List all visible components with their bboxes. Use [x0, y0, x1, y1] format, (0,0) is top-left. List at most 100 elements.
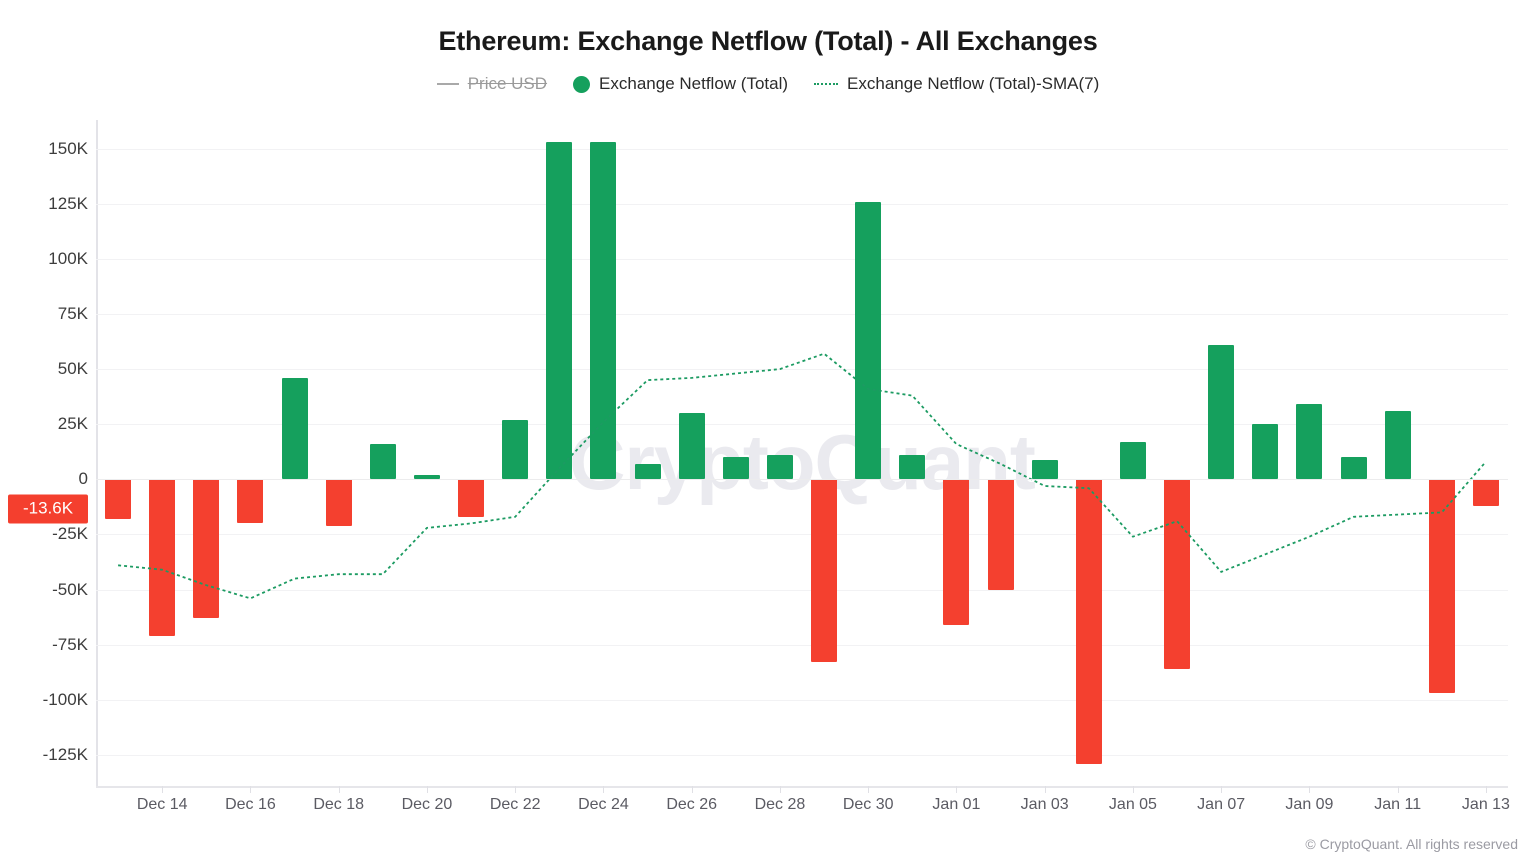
bar[interactable]: [1472, 479, 1499, 506]
x-axis-tick-mark: [956, 786, 958, 793]
x-axis-tick-mark: [1485, 786, 1487, 793]
y-axis-tick-label: -50K: [52, 579, 88, 599]
x-axis-tick-mark: [515, 786, 517, 793]
x-axis-tick-mark: [779, 786, 781, 793]
x-axis-tick-mark: [1132, 786, 1134, 793]
x-axis-tick-label: Jan 03: [1020, 796, 1069, 813]
y-axis-tick-label: 150K: [48, 138, 88, 158]
x-axis-tick-label: Jan 11: [1374, 796, 1422, 813]
legend-dashed-line-icon: [814, 83, 839, 85]
bar[interactable]: [943, 479, 970, 625]
legend-item-price-usd[interactable]: Price USD: [436, 74, 548, 94]
x-axis-tick-mark: [603, 786, 605, 793]
sma-polyline: [118, 352, 1487, 600]
x-axis-tick-label: Dec 30: [842, 796, 894, 813]
x-axis-tick-label: Dec 28: [754, 796, 806, 813]
x-axis-tick-label: Jan 09: [1285, 796, 1334, 813]
sma-line-series: [118, 352, 1487, 600]
x-axis-tick-label: Dec 26: [666, 796, 718, 813]
bar[interactable]: [1119, 441, 1146, 480]
y-axis-tick-label: -75K: [52, 634, 88, 654]
copyright-footer: © CryptoQuant. All rights reserved: [1305, 836, 1518, 852]
bar[interactable]: [899, 455, 926, 480]
bar[interactable]: [237, 479, 264, 524]
legend-label-exchange-netflow-sma: Exchange Netflow (Total)-SMA(7): [847, 74, 1100, 93]
bar[interactable]: [722, 457, 749, 480]
x-axis-tick-label: Jan 13: [1461, 796, 1510, 813]
y-axis-tick-label: 0: [78, 469, 88, 489]
gridline: [96, 424, 1508, 426]
gridline: [96, 754, 1508, 756]
legend-line-icon: [436, 83, 459, 85]
bar[interactable]: [1031, 459, 1058, 480]
y-axis-tick-label: -100K: [42, 689, 88, 709]
bar[interactable]: [855, 201, 882, 480]
plot-area: CryptoQuant: [96, 120, 1508, 788]
gridline: [96, 148, 1508, 150]
bar[interactable]: [811, 479, 838, 663]
y-axis-tick-label: 25K: [57, 414, 88, 434]
legend-item-exchange-netflow-sma[interactable]: Exchange Netflow (Total)-SMA(7): [814, 74, 1099, 94]
y-axis-tick-label: 125K: [48, 193, 88, 213]
bar[interactable]: [590, 142, 617, 480]
gridline: [96, 699, 1508, 701]
gridline: [96, 258, 1508, 260]
bar[interactable]: [1075, 479, 1102, 764]
y-axis-current-value-badge: -13.6K: [8, 494, 88, 524]
legend-label-exchange-netflow: Exchange Netflow (Total): [599, 74, 789, 93]
y-axis-tick-label: -25K: [52, 524, 88, 544]
x-axis-tick-mark: [691, 786, 693, 793]
legend-item-exchange-netflow[interactable]: Exchange Netflow (Total): [573, 74, 788, 94]
x-axis-line: [96, 786, 1508, 788]
x-axis-tick-mark: [1309, 786, 1311, 793]
x-axis-tick-label: Jan 01: [932, 796, 981, 813]
bar[interactable]: [325, 479, 352, 526]
x-axis-tick-mark: [426, 786, 428, 793]
bar[interactable]: [634, 463, 661, 480]
x-axis-tick-label: Dec 14: [136, 796, 188, 813]
bar[interactable]: [193, 479, 220, 619]
gridline: [96, 644, 1508, 646]
bar[interactable]: [281, 377, 308, 480]
x-axis-tick-mark: [250, 786, 252, 793]
bar[interactable]: [1428, 479, 1455, 694]
bar[interactable]: [546, 142, 573, 480]
gridline: [96, 203, 1508, 205]
bar[interactable]: [1164, 479, 1191, 669]
bar[interactable]: [1208, 344, 1235, 480]
bar[interactable]: [149, 479, 176, 636]
x-axis-tick-mark: [868, 786, 870, 793]
bar[interactable]: [413, 474, 440, 480]
y-axis-tick-label: 50K: [57, 359, 88, 379]
bar[interactable]: [1384, 411, 1411, 480]
y-axis-tick-label: -125K: [42, 744, 88, 764]
chart-title: Ethereum: Exchange Netflow (Total) - All…: [438, 26, 1098, 56]
gridline: [96, 369, 1508, 371]
x-axis-tick-label: Dec 16: [225, 796, 276, 813]
x-axis-tick-label: Dec 24: [578, 796, 629, 813]
bar[interactable]: [105, 479, 132, 520]
x-axis-tick-mark: [1221, 786, 1223, 793]
x-axis-tick-mark: [1044, 786, 1046, 793]
bar[interactable]: [458, 479, 485, 517]
bar[interactable]: [678, 413, 705, 480]
bar[interactable]: [369, 444, 396, 480]
legend-dot-icon: [573, 75, 591, 93]
bar[interactable]: [1296, 404, 1323, 480]
bar[interactable]: [766, 455, 793, 480]
x-axis-tick-label: Dec 22: [489, 796, 541, 813]
gridline: [96, 589, 1508, 591]
bar[interactable]: [987, 479, 1014, 590]
x-axis-tick-mark: [338, 786, 340, 793]
x-axis-tick-mark: [1397, 786, 1399, 793]
x-axis-tick-label: Jan 05: [1108, 796, 1157, 813]
x-axis-tick-label: Dec 18: [313, 796, 365, 813]
y-axis-tick-label: 75K: [57, 304, 88, 323]
y-axis-tick-label: 100K: [48, 248, 88, 268]
y-axis-line: [96, 120, 98, 788]
bar[interactable]: [1252, 424, 1279, 480]
bar[interactable]: [502, 419, 529, 480]
bar[interactable]: [1340, 457, 1367, 480]
legend-label-price-usd: Price USD: [467, 74, 548, 93]
